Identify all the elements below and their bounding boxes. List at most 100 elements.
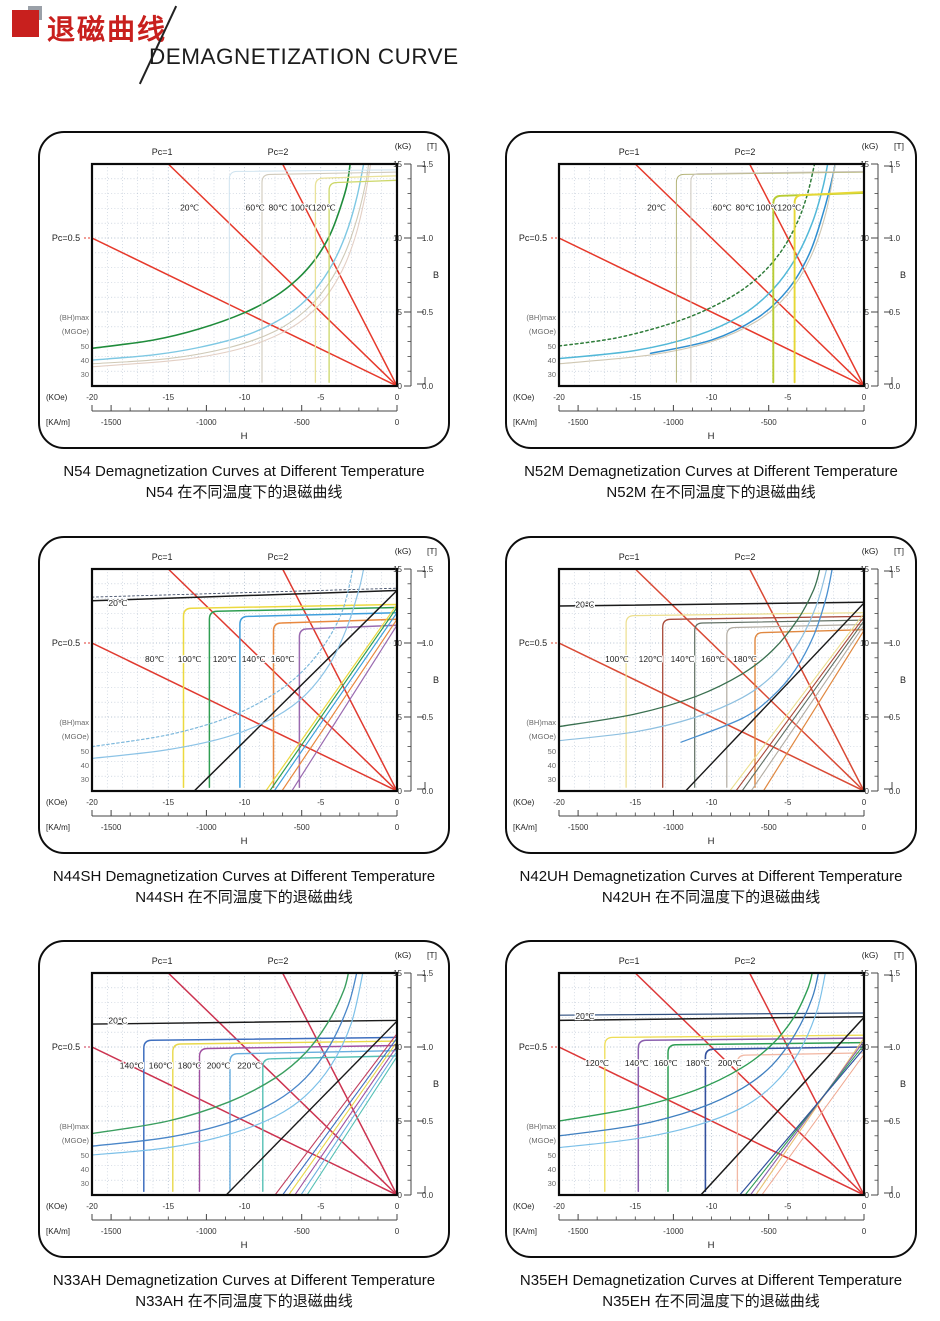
temp-label: 20℃ bbox=[180, 203, 199, 213]
temp-label: 120℃ bbox=[213, 654, 237, 664]
svg-text:0: 0 bbox=[395, 823, 400, 832]
svg-text:30: 30 bbox=[548, 775, 556, 784]
b-axis-label: B bbox=[433, 675, 439, 685]
svg-text:30: 30 bbox=[81, 775, 89, 784]
svg-text:0.5: 0.5 bbox=[422, 1117, 434, 1126]
koe-unit: (KOe) bbox=[513, 1202, 535, 1211]
svg-text:0.5: 0.5 bbox=[422, 308, 434, 317]
mgoe-label: (MGOe) bbox=[529, 732, 557, 741]
caption-en: N35EH Demagnetization Curves at Differen… bbox=[519, 1272, 903, 1289]
svg-text:5: 5 bbox=[865, 1117, 870, 1126]
chart-card-N52M: 20℃ 60℃ 80℃ 100℃ 120℃ Pc=1 Pc=2 Pc=0.5 15 10 5 0 1.5… bbox=[505, 131, 917, 449]
pc2-label: Pc=2 bbox=[735, 552, 756, 562]
kg-unit: (kG) bbox=[862, 546, 879, 556]
svg-text:1.0: 1.0 bbox=[422, 639, 434, 648]
svg-text:30: 30 bbox=[81, 1179, 89, 1188]
chart-caption-N33AH: N33AH Demagnetization Curves at Differen… bbox=[38, 1270, 450, 1312]
logo-red-square bbox=[12, 10, 39, 37]
svg-text:10: 10 bbox=[393, 234, 402, 243]
kg-unit: (kG) bbox=[862, 950, 879, 960]
svg-text:15: 15 bbox=[393, 565, 402, 574]
temp-label: 140℃ bbox=[120, 1060, 144, 1070]
temp-label: 80℃ bbox=[269, 203, 288, 213]
h-axis-label: H bbox=[708, 1240, 715, 1251]
svg-text:0.0: 0.0 bbox=[422, 787, 434, 796]
svg-text:5: 5 bbox=[865, 308, 870, 317]
caption-en: N54 Demagnetization Curves at Different … bbox=[63, 463, 425, 480]
svg-text:15: 15 bbox=[393, 160, 402, 169]
temp-label: 20℃ bbox=[575, 1011, 594, 1021]
svg-text:50: 50 bbox=[548, 1151, 556, 1160]
svg-text:0.5: 0.5 bbox=[889, 308, 901, 317]
svg-text:15: 15 bbox=[860, 160, 869, 169]
temp-label: 20℃ bbox=[108, 1015, 127, 1025]
bhmax-label: (BH)max bbox=[526, 313, 556, 322]
bhmax-label: (BH)max bbox=[526, 1122, 556, 1131]
svg-text:0.5: 0.5 bbox=[422, 713, 434, 722]
koe-unit: (KOe) bbox=[513, 798, 535, 807]
svg-text:-5: -5 bbox=[784, 1202, 792, 1211]
svg-text:40: 40 bbox=[81, 356, 89, 365]
temp-label: 100℃ bbox=[291, 203, 315, 213]
svg-text:1.0: 1.0 bbox=[422, 234, 434, 243]
curves-N54 bbox=[92, 164, 397, 386]
chart-N42UH: 20℃ 100℃ 120℃ 140℃ 160℃ 180℃ Pc=1 Pc=2 Pc=0.5 15 1… bbox=[513, 546, 906, 847]
svg-text:-20: -20 bbox=[553, 1202, 565, 1211]
svg-text:-5: -5 bbox=[317, 393, 325, 402]
bhmax-label: (BH)max bbox=[59, 1122, 89, 1131]
chart-card-N42UH: 20℃ 100℃ 120℃ 140℃ 160℃ 180℃ Pc=1 Pc=2 Pc=0.5 15 1… bbox=[505, 536, 917, 854]
pc05-label: Pc=0.5 bbox=[52, 1042, 80, 1052]
chart-caption-N35EH: N35EH Demagnetization Curves at Differen… bbox=[505, 1270, 917, 1312]
svg-text:-1500: -1500 bbox=[101, 418, 122, 427]
b-axis-label: B bbox=[900, 1079, 906, 1089]
svg-text:0.5: 0.5 bbox=[889, 713, 901, 722]
temp-label: 200℃ bbox=[207, 1060, 231, 1070]
chart-caption-N52M: N52M Demagnetization Curves at Different… bbox=[505, 461, 917, 503]
svg-text:1.0: 1.0 bbox=[422, 1043, 434, 1052]
svg-text:0: 0 bbox=[862, 1202, 867, 1211]
temp-label: 140℃ bbox=[242, 654, 266, 664]
svg-text:30: 30 bbox=[81, 370, 89, 379]
svg-text:-1000: -1000 bbox=[196, 1227, 217, 1236]
svg-text:0: 0 bbox=[862, 393, 867, 402]
temp-label: 140℃ bbox=[625, 1058, 649, 1068]
svg-text:40: 40 bbox=[81, 1165, 89, 1174]
kg-unit: (kG) bbox=[395, 950, 412, 960]
temp-label: 20℃ bbox=[108, 598, 127, 608]
svg-text:0.0: 0.0 bbox=[422, 1191, 434, 1200]
temp-label: 100℃ bbox=[178, 654, 202, 664]
temp-label: 200℃ bbox=[718, 1058, 742, 1068]
svg-text:10: 10 bbox=[393, 1043, 402, 1052]
t-unit: [T] bbox=[894, 546, 904, 556]
svg-text:10: 10 bbox=[860, 234, 869, 243]
svg-text:15: 15 bbox=[393, 969, 402, 978]
curves-N35EH bbox=[559, 973, 864, 1195]
svg-text:-5: -5 bbox=[784, 798, 792, 807]
svg-text:1.5: 1.5 bbox=[889, 565, 901, 574]
svg-text:0: 0 bbox=[865, 1191, 870, 1200]
chart-card-N44SH: 20℃ 80℃ 100℃ 120℃ 140℃ 160℃ Pc=1 Pc=2 Pc=0.5 15 10… bbox=[38, 536, 450, 854]
svg-text:40: 40 bbox=[548, 1165, 556, 1174]
chart-card-N33AH: 20℃ 140℃ 160℃ 180℃ 200℃ 220℃ Pc=1 Pc=2 Pc=0.5 15 1… bbox=[38, 940, 450, 1258]
svg-text:-500: -500 bbox=[294, 1227, 311, 1236]
curves-N52M bbox=[559, 164, 864, 386]
svg-text:-15: -15 bbox=[629, 393, 641, 402]
temp-label: 180℃ bbox=[686, 1058, 710, 1068]
chart-card-N35EH: 20℃ 120℃ 140℃ 160℃ 180℃ 200℃ Pc=1 Pc=2 Pc=0.5 15 1… bbox=[505, 940, 917, 1258]
pc05-label: Pc=0.5 bbox=[519, 638, 547, 648]
mgoe-label: (MGOe) bbox=[62, 732, 90, 741]
caption-cn: N42UH 在不同温度下的退磁曲线 bbox=[601, 889, 821, 906]
svg-text:1.5: 1.5 bbox=[889, 160, 901, 169]
temp-label: 140℃ bbox=[671, 654, 695, 664]
koe-unit: (KOe) bbox=[46, 393, 68, 402]
svg-text:1.0: 1.0 bbox=[889, 1043, 901, 1052]
svg-text:40: 40 bbox=[548, 761, 556, 770]
svg-text:10: 10 bbox=[860, 1043, 869, 1052]
temp-label: 60℃ bbox=[246, 203, 265, 213]
kam-unit: [KA/m] bbox=[46, 823, 70, 832]
b-axis-label: B bbox=[433, 1079, 439, 1089]
svg-text:-1500: -1500 bbox=[101, 1227, 122, 1236]
h-axis-label: H bbox=[708, 836, 715, 847]
